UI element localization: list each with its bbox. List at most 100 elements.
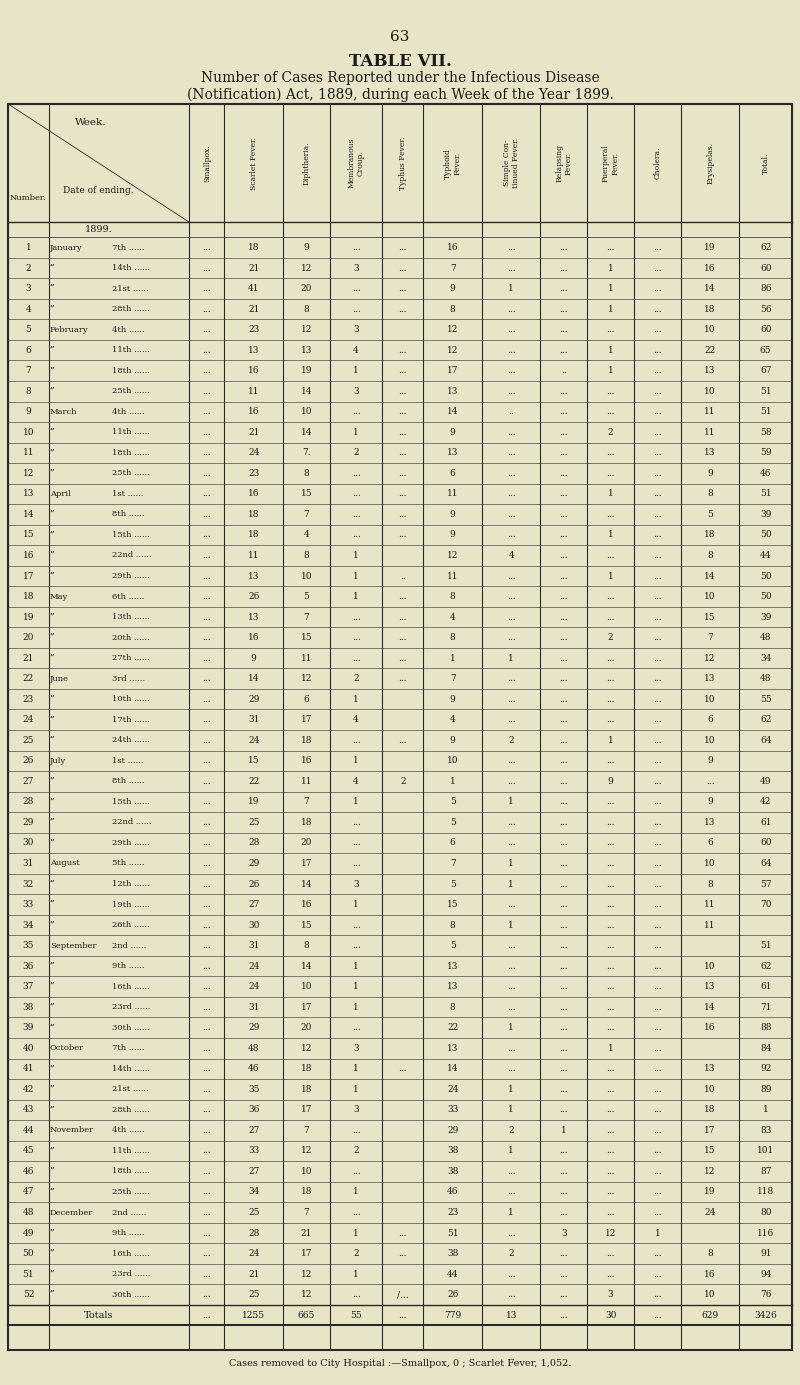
Text: 62: 62 bbox=[760, 961, 771, 971]
Text: 60: 60 bbox=[760, 263, 771, 273]
Text: 18: 18 bbox=[248, 510, 259, 519]
Text: 18th ......: 18th ...... bbox=[112, 449, 150, 457]
Text: ...: ... bbox=[606, 407, 615, 417]
Text: 16: 16 bbox=[447, 242, 458, 252]
Text: 11: 11 bbox=[301, 777, 312, 785]
Text: ...: ... bbox=[202, 242, 211, 252]
Text: ...: ... bbox=[202, 1147, 211, 1155]
Text: 1: 1 bbox=[508, 879, 514, 889]
Text: 34: 34 bbox=[22, 921, 34, 929]
Text: 16: 16 bbox=[248, 366, 259, 375]
Text: 1: 1 bbox=[354, 591, 359, 601]
Text: 101: 101 bbox=[757, 1147, 774, 1155]
Text: 10: 10 bbox=[301, 572, 312, 580]
Text: ...: ... bbox=[352, 1168, 361, 1176]
Text: ...: ... bbox=[559, 756, 568, 766]
Text: ...: ... bbox=[653, 407, 662, 417]
Text: 10: 10 bbox=[301, 407, 312, 417]
Text: ..: .. bbox=[561, 366, 566, 375]
Text: ...: ... bbox=[606, 961, 615, 971]
Text: ...: ... bbox=[202, 859, 211, 868]
Text: ”: ” bbox=[50, 305, 54, 313]
Text: ”: ” bbox=[50, 838, 54, 848]
Text: ”: ” bbox=[50, 715, 54, 724]
Text: Typhus Fever.: Typhus Fever. bbox=[399, 136, 407, 190]
Text: ...: ... bbox=[507, 366, 515, 375]
Text: 43: 43 bbox=[22, 1105, 34, 1115]
Text: 48: 48 bbox=[22, 1208, 34, 1217]
Text: 1: 1 bbox=[608, 572, 614, 580]
Text: 1: 1 bbox=[508, 1208, 514, 1217]
Text: 60: 60 bbox=[760, 325, 771, 334]
Text: ...: ... bbox=[398, 470, 407, 478]
Text: ...: ... bbox=[250, 1310, 258, 1320]
Text: 1: 1 bbox=[508, 654, 514, 662]
Text: ...: ... bbox=[202, 407, 211, 417]
Text: November: November bbox=[50, 1126, 94, 1134]
Text: ...: ... bbox=[352, 407, 361, 417]
Text: ...: ... bbox=[606, 940, 615, 950]
Text: 16: 16 bbox=[704, 1270, 716, 1278]
Text: 16th ......: 16th ...... bbox=[112, 1249, 150, 1258]
Text: 24: 24 bbox=[248, 449, 259, 457]
Text: ”: ” bbox=[50, 900, 54, 909]
Text: 24: 24 bbox=[248, 982, 259, 992]
Text: 21st ......: 21st ...... bbox=[112, 284, 149, 292]
Text: 1: 1 bbox=[354, 1270, 359, 1278]
Text: ...: ... bbox=[559, 900, 568, 909]
Text: ...: ... bbox=[606, 798, 615, 806]
Text: 15: 15 bbox=[301, 489, 312, 499]
Text: 61: 61 bbox=[760, 819, 771, 827]
Text: ...: ... bbox=[202, 1208, 211, 1217]
Text: 4: 4 bbox=[508, 551, 514, 560]
Text: 13: 13 bbox=[705, 366, 716, 375]
Text: 26: 26 bbox=[22, 756, 34, 766]
Text: ...: ... bbox=[559, 735, 568, 745]
Text: 9: 9 bbox=[450, 428, 455, 436]
Text: 19th ......: 19th ...... bbox=[112, 900, 150, 909]
Text: 11: 11 bbox=[447, 489, 458, 499]
Text: 1: 1 bbox=[450, 654, 455, 662]
Text: ...: ... bbox=[202, 366, 211, 375]
Text: 5th ......: 5th ...... bbox=[112, 860, 145, 867]
Text: ”: ” bbox=[50, 346, 54, 355]
Text: 19: 19 bbox=[704, 242, 716, 252]
Text: 9: 9 bbox=[608, 777, 614, 785]
Text: 71: 71 bbox=[760, 1003, 771, 1011]
Text: ”: ” bbox=[50, 1270, 54, 1278]
Text: 63: 63 bbox=[390, 30, 410, 44]
Text: 116: 116 bbox=[757, 1228, 774, 1238]
Text: 8: 8 bbox=[707, 489, 713, 499]
Text: Number of Cases Reported under the Infectious Disease: Number of Cases Reported under the Infec… bbox=[201, 71, 599, 84]
Text: 29: 29 bbox=[22, 819, 34, 827]
Text: ”: ” bbox=[50, 510, 54, 519]
Text: ...: ... bbox=[507, 572, 515, 580]
Text: 18: 18 bbox=[301, 1064, 312, 1073]
Text: 57: 57 bbox=[760, 879, 771, 889]
Text: 51: 51 bbox=[760, 940, 771, 950]
Text: ...: ... bbox=[202, 325, 211, 334]
Text: ...: ... bbox=[653, 1270, 662, 1278]
Text: 1: 1 bbox=[354, 756, 359, 766]
Text: ...: ... bbox=[352, 489, 361, 499]
Text: 42: 42 bbox=[760, 798, 771, 806]
Text: 13: 13 bbox=[705, 674, 716, 683]
Text: ...: ... bbox=[559, 572, 568, 580]
Text: ...: ... bbox=[606, 838, 615, 848]
Text: ...: ... bbox=[606, 921, 615, 929]
Text: ...: ... bbox=[202, 982, 211, 992]
Text: ...: ... bbox=[606, 1270, 615, 1278]
Text: ...: ... bbox=[507, 715, 515, 724]
Text: 60: 60 bbox=[760, 838, 771, 848]
Text: ...: ... bbox=[559, 263, 568, 273]
Text: ...: ... bbox=[559, 654, 568, 662]
Text: 18th ......: 18th ...... bbox=[112, 1168, 150, 1176]
Text: 8: 8 bbox=[303, 551, 310, 560]
Text: ”: ” bbox=[50, 530, 54, 540]
Text: ...: ... bbox=[352, 530, 361, 540]
Text: ...: ... bbox=[653, 1291, 662, 1299]
Text: 35: 35 bbox=[248, 1084, 259, 1094]
Text: ...: ... bbox=[398, 612, 407, 622]
Text: ...: ... bbox=[507, 325, 515, 334]
Text: 19: 19 bbox=[248, 798, 259, 806]
